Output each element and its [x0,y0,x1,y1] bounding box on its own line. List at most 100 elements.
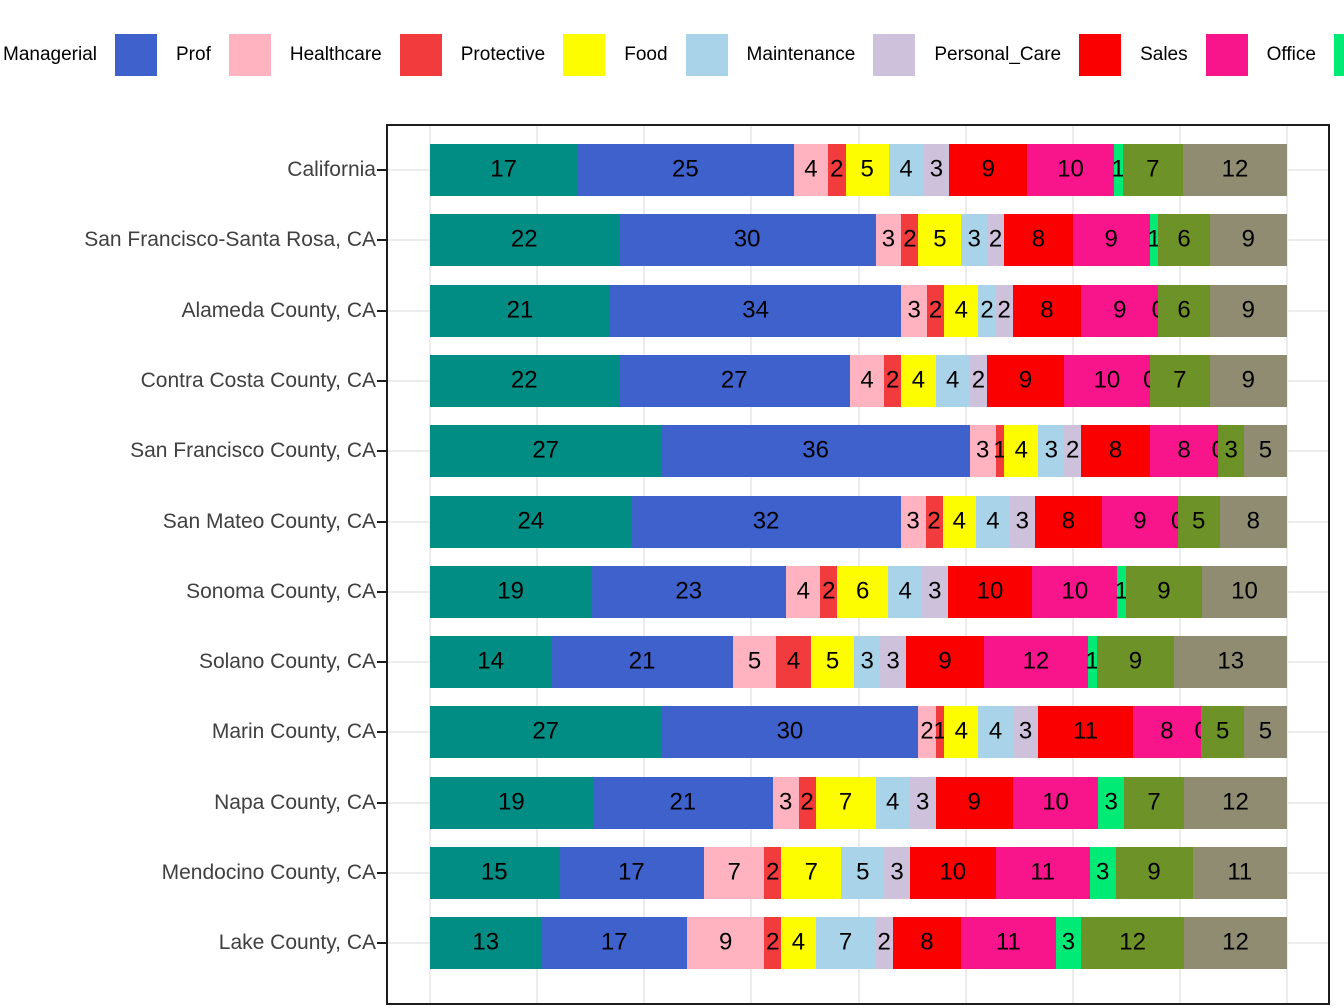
gridline-vertical [536,126,539,1003]
bar-value-label: 5 [860,155,874,183]
bar-segment: 1 [1147,214,1161,267]
bar-segment: 4 [793,144,829,196]
bar-value-label: 17 [490,155,517,183]
y-axis-tick [377,379,386,382]
bar-value-label: 7 [838,788,853,816]
bar-segment: 9 [1209,284,1287,337]
bar-value-label: 7 [804,858,819,886]
bar-segment: 27 [618,354,850,407]
bar-value-label: 4 [786,647,801,675]
gridline-vertical [429,126,431,1003]
bar-value-label: 21 [669,788,697,816]
bar-value-label: 9 [1104,225,1118,253]
legend-label: Food [624,44,668,65]
bar-value-label: 7 [1147,788,1161,816]
bar-row: 19 23 4 2 6 4 3 10 10 1 9 10 [430,565,1287,618]
bar-value-label: 10 [976,577,1004,605]
bar-value-label: 22 [510,366,538,394]
bar-value-label: 9 [938,647,952,675]
bar-segment: 3 [1055,917,1082,970]
bar-value-label: 10 [939,858,967,886]
bar-segment: 6 [837,565,889,618]
bar-value-label: 12 [1221,155,1249,183]
bar-value-label: 3 [929,155,944,183]
bar-segment: 4 [776,636,811,689]
bar-value-label: 17 [600,928,628,956]
legend-label: Maintenance [746,44,856,65]
bar-segment: 2 [927,284,945,337]
bar-segment: 4 [942,495,977,548]
legend-label: Sales [1140,44,1188,65]
bar-segment: 11 [1038,706,1133,759]
y-axis-label: Marin County, CA [211,720,376,744]
bar-segment: 5 [841,847,885,899]
bar-value-label: 10 [1061,577,1089,605]
bar-segment: 9 [1102,495,1178,548]
bar-segment: 3 [854,636,881,689]
bar-segment: 2 [764,917,782,970]
bar-segment: 30 [618,214,876,267]
bar-segment: 17 [558,847,705,899]
bar-segment: 14 [430,636,552,689]
bar-value-label: 6 [1177,296,1191,324]
bar-value-label: 13 [472,928,500,956]
bar-segment: 30 [661,706,919,759]
bar-segment: 3 [880,636,907,689]
gridline-vertical [1178,126,1181,1003]
bar-row: 19 21 3 2 7 4 3 9 10 3 7 12 [430,776,1287,829]
bar-value-label: 1 [1111,155,1125,183]
bar-segment: 10 [1032,565,1118,618]
bar-segment: 3 [901,284,928,337]
bar-segment: 4 [944,284,979,337]
bar-value-label: 5 [747,647,762,675]
legend-item: Office [1205,34,1316,76]
gridline-vertical [1286,126,1288,1003]
y-axis-tick [377,590,386,593]
bar-segment: 2 [987,214,1005,267]
bar-segment: 2 [1064,425,1082,478]
bar-segment: 9 [687,917,765,970]
bar-segment: 3 [969,425,996,478]
bar-value-label: 4 [1014,436,1028,464]
bar-value-label: 3 [1018,717,1033,745]
bar-segment: 3 [1218,425,1245,478]
bar-value-label: 2 [1066,436,1080,464]
bar-segment: 9 [1125,565,1203,618]
bar-segment: 5 [1244,706,1287,759]
bar-segment: 1 [1086,636,1099,689]
bar-value-label: 5 [1192,506,1206,534]
bar-segment: 7 [815,776,876,829]
bar-segment: 24 [430,495,632,548]
bar-value-label: 9 [1241,366,1255,394]
bar-value-label: 25 [672,155,699,183]
bar-segment: 19 [430,776,593,829]
bar-segment: 2 [901,214,919,267]
bar-segment: 10 [1064,354,1150,407]
bar-segment: 9 [986,354,1065,407]
bar-segment: 8 [1034,495,1103,548]
bar-value-label: 3 [881,225,896,253]
bar-value-label: 1 [1147,225,1161,253]
bar-segment: 9 [1081,284,1159,337]
bar-value-label: 1 [933,717,947,745]
bar-value-label: 8 [1246,506,1260,534]
bar-value-label: 27 [532,717,560,745]
bar-segment: 2 [828,144,846,196]
bar-value-label: 8 [1108,436,1123,464]
bar-value-label: 2 [766,928,780,956]
legend-label: Managerial [3,44,97,65]
bar-value-label: 32 [752,506,780,534]
bar-row: 24323244389058 [430,495,1287,548]
bar-value-label: 2 [800,788,814,816]
bar-segment: 9 [949,144,1028,196]
y-axis-tick [377,731,386,734]
y-axis-label: San Francisco County, CA [130,439,376,463]
bar-segment: 3 [923,144,950,196]
bar-value-label: 9 [1113,296,1127,324]
bar-segment: 11 [995,847,1090,899]
y-axis-label: Lake County, CA [218,931,376,955]
legend-item: Healthcare [228,34,382,76]
bar-segment: 17 [541,917,688,970]
bar-value-label: 5 [933,225,947,253]
bar-segment: 4 [888,565,923,618]
